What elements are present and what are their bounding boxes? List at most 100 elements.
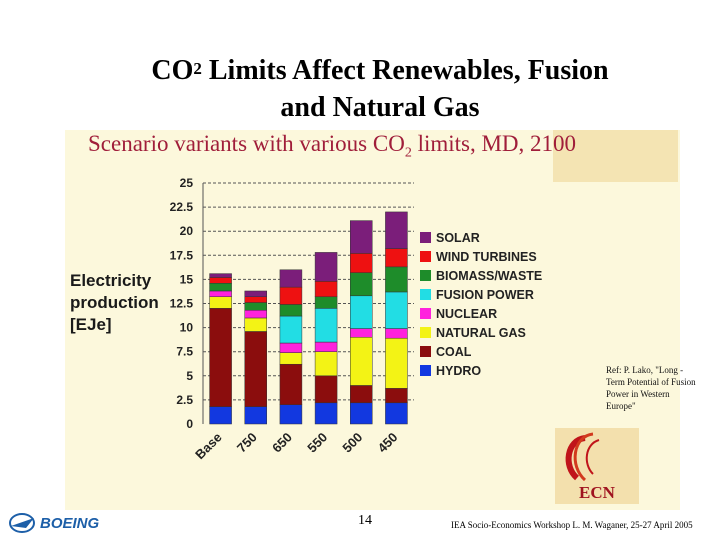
bar-segment-wind-turbines	[244, 296, 267, 303]
legend-swatch	[420, 289, 431, 300]
y-tick-label: 12.5	[170, 297, 194, 311]
y-tick-label: 17.5	[170, 248, 194, 262]
title-rest: Limits Affect Renewables, Fusion	[201, 55, 609, 86]
bar-segment-biomass-waste	[314, 296, 338, 309]
bar-segment-natural-gas	[385, 337, 408, 389]
bar-segment-nuclear	[385, 328, 408, 339]
y-tick-label: 22.5	[170, 200, 194, 214]
bar-segment-biomass-waste	[385, 266, 408, 293]
chart-title-sub: 2	[404, 145, 412, 161]
legend-label: SOLAR	[436, 231, 480, 245]
bar-segment-coal	[244, 331, 267, 407]
chart-panel-header-tint	[553, 130, 678, 182]
legend-swatch	[420, 308, 431, 319]
legend-label: BIOMASS/WASTE	[436, 269, 542, 283]
y-tick-label: 10	[180, 321, 194, 335]
bar-segment-wind-turbines	[209, 277, 232, 284]
bar-segment-natural-gas	[244, 317, 267, 332]
legend-swatch	[420, 365, 431, 376]
title-prefix: CO	[151, 55, 194, 86]
bar-segment-coal	[209, 308, 232, 407]
y-tick-label: 5	[186, 369, 193, 383]
bar-segment-fusion-power	[350, 295, 373, 329]
page-number: 14	[358, 513, 372, 528]
bar-segment-solar	[209, 273, 232, 278]
bar-segment-biomass-waste	[209, 283, 232, 292]
legend-label: NUCLEAR	[436, 307, 497, 321]
bar-segment-solar	[385, 211, 408, 249]
y-tick-label: 15	[180, 272, 194, 286]
bar-segment-solar	[279, 269, 303, 288]
bar-segment-nuclear	[350, 328, 373, 338]
x-tick-label: 500	[339, 430, 365, 456]
y-tick-label: 20	[180, 224, 194, 238]
bar-segment-hydro	[279, 404, 303, 425]
legend-swatch	[420, 346, 431, 357]
bar-segment-biomass-waste	[350, 272, 373, 297]
bar-segment-natural-gas	[209, 296, 232, 309]
x-tick-label: 450	[375, 430, 401, 456]
y-label-line-2: production	[70, 293, 159, 312]
bar-segment-nuclear	[314, 341, 338, 352]
legend-swatch	[420, 251, 431, 262]
title-sup: 2	[193, 59, 202, 78]
slide-title: CO2 Limits Affect Renewables, Fusion and…	[60, 52, 700, 126]
bar-segment-coal	[350, 385, 373, 404]
bar-segment-nuclear	[279, 342, 303, 353]
legend-label: FUSION POWER	[436, 288, 534, 302]
bar-segment-coal	[279, 363, 303, 405]
bar-segment-wind-turbines	[314, 281, 338, 298]
slide-title-line2: and Natural Gas	[280, 92, 480, 123]
bar-segment-natural-gas	[314, 351, 338, 377]
boeing-logo-text: BOEING	[40, 515, 100, 532]
ecn-logo-text: ECN	[579, 483, 616, 502]
bar-segment-hydro	[350, 402, 373, 425]
bar-segment-solar	[314, 252, 338, 282]
y-label-line-3: [EJe]	[70, 315, 112, 334]
bar-segment-wind-turbines	[350, 253, 373, 273]
bar-segment-wind-turbines	[279, 286, 303, 305]
y-label-line-1: Electricity	[70, 271, 152, 290]
bar-segment-nuclear	[209, 290, 232, 298]
y-tick-label: 7.5	[176, 345, 193, 359]
chart-title-prefix: Scenario variants with various CO	[88, 131, 405, 156]
chart-title-suffix: limits, MD, 2100	[411, 131, 577, 156]
x-tick-label: 750	[234, 430, 260, 456]
x-tick-label: 650	[269, 430, 295, 456]
bar-segment-coal	[385, 388, 408, 404]
bar-segment-nuclear	[244, 309, 267, 319]
bar-segment-hydro	[244, 406, 267, 425]
bar-segment-fusion-power	[385, 291, 408, 329]
bar-segment-fusion-power	[279, 315, 303, 344]
legend-label: NATURAL GAS	[436, 326, 526, 340]
bar-segment-natural-gas	[350, 336, 373, 386]
x-tick-label: 550	[304, 430, 330, 456]
bar-segment-biomass-waste	[244, 302, 267, 311]
footer-text: IEA Socio-Economics Workshop L. M. Wagan…	[451, 520, 693, 530]
boeing-logo: BOEING	[9, 513, 100, 533]
reference-note: Ref: P. Lako, "Long - Term Potential of …	[606, 365, 696, 411]
bar-segment-natural-gas	[279, 352, 303, 365]
bar-segment-hydro	[385, 402, 408, 425]
slide-title-line1: CO2 Limits Affect Renewables, Fusion	[60, 52, 700, 89]
bar-segment-hydro	[209, 406, 232, 425]
legend-swatch	[420, 327, 431, 338]
y-tick-label: 0	[186, 417, 193, 431]
chart-title: Scenario variants with various CO2 limit…	[88, 131, 648, 162]
legend-swatch	[420, 232, 431, 243]
bar-segment-wind-turbines	[385, 248, 408, 268]
bar-segment-biomass-waste	[279, 304, 303, 317]
bar-segment-solar	[244, 290, 267, 298]
y-axis-label: Electricity production [EJe]	[70, 270, 192, 336]
y-tick-label: 2.5	[176, 393, 193, 407]
bar-segment-hydro	[314, 402, 338, 425]
bar-segment-coal	[314, 375, 338, 404]
x-tick-label: Base	[192, 430, 225, 463]
bar-segment-solar	[350, 220, 373, 254]
y-tick-label: 25	[180, 176, 194, 190]
legend-label: HYDRO	[436, 364, 481, 378]
legend-label: WIND TURBINES	[436, 250, 537, 264]
legend-label: COAL	[436, 345, 472, 359]
ecn-logo: ECN	[555, 428, 639, 504]
